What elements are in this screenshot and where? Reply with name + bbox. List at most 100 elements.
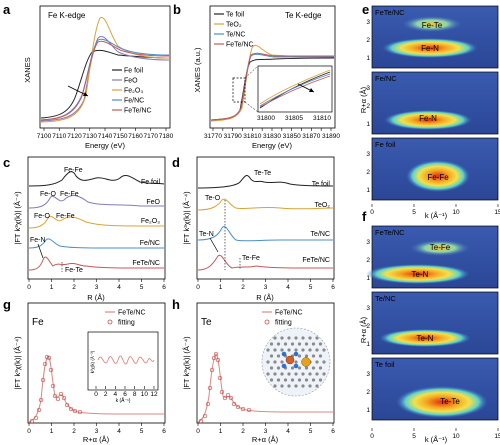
xtick-f-label: 0 [370,433,374,440]
xticks-h: 0 1 2 3 4 5 6 [196,423,335,435]
carbon-atom [297,342,302,346]
zoom-line-1 [244,65,259,79]
fitting-marker [198,418,204,424]
xtick-h-label: 0 [196,428,200,435]
xtick-c-label: 2 [72,284,76,291]
carbon-atom [276,342,281,346]
carbon-atom [287,336,291,340]
fitting-marker [55,396,61,402]
wavelet-ytick: 2 [366,37,370,44]
inset-arrow-head-b [309,88,314,92]
wavelet-intensity [382,38,478,58]
fitting-marker [205,401,211,407]
carbon-atom [311,378,316,382]
zoom-box-b [232,77,246,103]
inset-xtick-1: 31800 [257,115,275,122]
carbon-atom [266,360,270,364]
ylabel-e: R+α (Å) [359,86,368,113]
curve-te-foil-d [197,175,334,189]
curve-label-fe-foil: Fe foil [141,179,161,186]
edge-title-b: Te K-edge [285,11,322,20]
annot-arrow-fe-n [37,243,44,259]
fitting-marker [40,377,46,383]
xtick-c-label: 6 [162,284,166,291]
fitting-marker [225,392,231,398]
structure-model-h [261,327,331,397]
n-atom-3 [293,351,299,357]
fitting-marker [68,406,74,412]
xlabel-a: Energy (eV) [85,141,126,150]
carbon-atom [318,366,323,370]
curve-fetenc-b [210,52,334,121]
xticks-g: 0 1 2 3 4 5 6 [27,423,166,435]
xtick-g-label: 6 [162,428,166,435]
xticks-e: 0 5 10 15 [370,204,500,216]
curve-tenc-d [197,226,333,242]
xtick-e-label: 15 [494,209,500,216]
panel-letter-h: h [172,297,180,312]
element-label-g: Fe [32,317,44,328]
carbon-atom [280,372,284,376]
wavelet-intensity [384,110,472,130]
carbon-atom [266,348,270,352]
curve-fetenc-d [197,254,333,271]
wavelet-ytick: 2 [366,257,370,264]
xticks-f: 0 5 10 15 [370,428,500,440]
fitting-marker [222,395,228,401]
wavelet-ytick: 3 [366,371,370,378]
carbon-atom [276,378,281,382]
xtick-h-label: 3 [264,428,268,435]
annot-fe-o-1: Fe-O [40,191,57,198]
xtick-c-label: 4 [117,284,121,291]
carbon-atom [287,384,291,388]
legend-data-g: FeTe/NC [118,310,146,317]
xlabel-c: R (Å) [87,293,105,302]
carbon-atom [280,348,284,352]
carbon-atom [287,348,291,352]
curve-label-fenc: Fe/NC [140,240,160,247]
carbon-atom [311,366,316,370]
carbon-atom [315,360,319,364]
carbon-atom [287,372,291,376]
xticks-a: 7100 7110 7120 7130 7140 7150 7160 7170 7180 [37,128,174,140]
xtick-a-label: 7110 [52,133,66,140]
carbon-atom [304,366,309,370]
carbon-atom [273,372,277,376]
inset-xtick-g-label: 10 [141,391,149,398]
panel-letter-d: d [172,155,180,170]
xtick-d-label: 2 [241,284,245,291]
n-atom-2 [281,363,287,369]
fitting-marker [29,418,35,424]
xtick-c-label: 0 [27,284,31,291]
carbon-atom [294,360,298,364]
annot-fe-te: Fe-Te [65,267,83,274]
ylabel-b: XANES (a.u.) [193,47,202,93]
fitting-marker [72,408,78,414]
fitting-marker [211,355,217,361]
carbon-atom [273,360,277,364]
curve-label-feo: FeO [146,199,160,206]
fitting-markers-h [198,351,252,424]
xtick-d-label: 1 [219,284,223,291]
carbon-atom [322,360,326,364]
xtick-a-label: 7130 [83,133,98,140]
inset-curve-g [97,355,155,365]
legend-fit-h: fitting [275,320,292,327]
carbon-atom [318,378,323,382]
legend-marker-fit-h [264,319,270,325]
carbon-atom [294,336,298,340]
annot-fe-o-2: Fe-O [34,213,51,220]
carbon-atom [311,354,316,358]
inset-xtick-g-label: 8 [133,391,137,398]
xtick-d-label: 4 [286,284,290,291]
xtick-a-label: 7120 [67,133,82,140]
curve-feo-a [40,36,170,122]
xtick-b-label: 31830 [263,133,281,140]
curve-label-fe2o3: Fe₂O₃ [141,218,160,225]
annot-te-fe: Te-Fe [242,255,260,262]
carbon-atom [276,354,281,358]
wavelet-map-title: FeTe/NC [375,8,405,17]
curve-data-h [197,353,333,423]
xtick-g-label: 3 [95,428,99,435]
panel-letter-f: f [362,209,367,224]
